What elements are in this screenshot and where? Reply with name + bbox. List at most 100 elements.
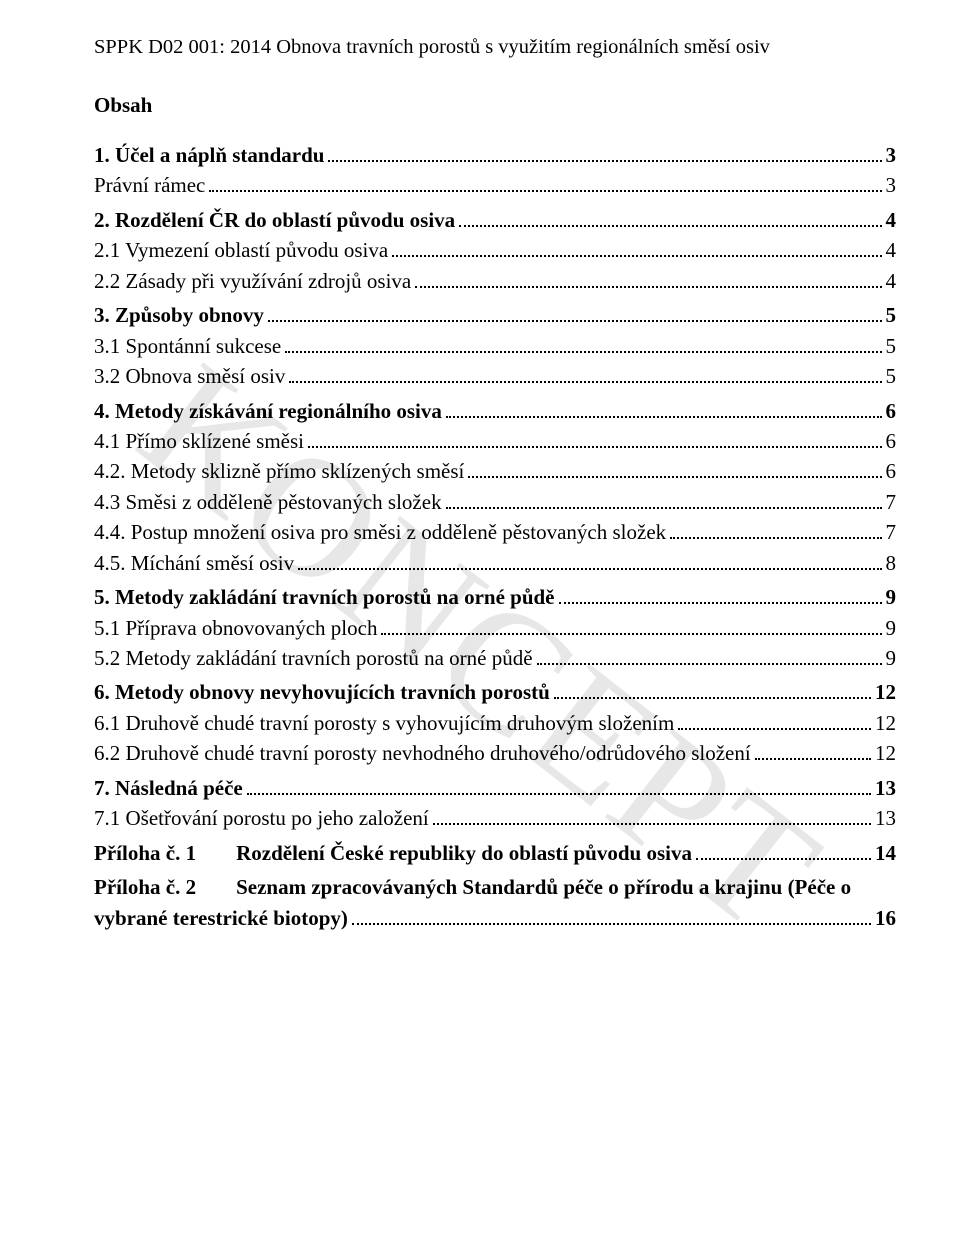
toc-entry: 1. Účel a náplň standardu 3	[94, 140, 896, 170]
leader-dots	[459, 209, 881, 227]
toc-entry: 7. Následná péče13	[94, 773, 896, 803]
toc-entry-label: 5.1 Příprava obnovovaných ploch	[94, 613, 377, 643]
toc-entry-label: 4.2. Metody sklizně přímo sklízených smě…	[94, 456, 464, 486]
toc-entry-label: 4.5. Míchání směsí osiv	[94, 548, 294, 578]
toc-entry: 4.2. Metody sklizně přímo sklízených smě…	[94, 456, 896, 486]
toc-entry-label: 7.1 Ošetřování porostu po jeho založení	[94, 803, 429, 833]
toc-entry: 6.1 Druhově chudé travní porosty s vyhov…	[94, 708, 896, 738]
appendix-1: Příloha č. 1 Rozdělení České republiky d…	[94, 838, 896, 868]
toc-entry-page: 13	[875, 773, 896, 803]
leader-dots	[268, 304, 882, 322]
toc-entry-page: 9	[886, 613, 897, 643]
toc-entry: 3. Způsoby obnovy 5	[94, 300, 896, 330]
toc-entry: 4.1 Přímo sklízené směsi 6	[94, 426, 896, 456]
toc-entry: 7.1 Ošetřování porostu po jeho založení 1…	[94, 803, 896, 833]
toc-entry: 4.3 Směsi z odděleně pěstovaných složek 7	[94, 487, 896, 517]
appendix-1-prefix: Příloha č. 1	[94, 838, 196, 868]
leader-dots	[352, 907, 871, 925]
leader-dots	[308, 430, 882, 448]
toc-entry: 6.2 Druhově chudé travní porosty nevhodn…	[94, 738, 896, 768]
toc-entry-page: 9	[886, 582, 897, 612]
toc-entry-page: 5	[886, 361, 897, 391]
leader-dots	[696, 842, 871, 860]
toc-entry-label: 2.1 Vymezení oblastí původu osiva	[94, 235, 388, 265]
toc-entry-label: 4. Metody získávání regionálního osiva	[94, 396, 442, 426]
toc-title: Obsah	[94, 93, 896, 118]
page-container: SPPK D02 001: 2014 Obnova travních poros…	[0, 0, 960, 1246]
leader-dots	[446, 400, 882, 418]
leader-dots	[209, 175, 881, 193]
toc-entry-page: 3	[886, 140, 897, 170]
toc-entry-label: 5.2 Metody zakládání travních porostů na…	[94, 643, 533, 673]
toc-entry-page: 13	[875, 803, 896, 833]
running-header: SPPK D02 001: 2014 Obnova travních poros…	[94, 36, 896, 59]
toc-entry-label: 2. Rozdělení ČR do oblastí původu osiva	[94, 205, 455, 235]
toc-entry: 2.1 Vymezení oblastí původu osiva 4	[94, 235, 896, 265]
leader-dots	[392, 240, 881, 258]
appendix-2: Příloha č. 2 Seznam zpracovávaných Standa…	[94, 872, 896, 933]
toc-entry: 2.2 Zásady při využívání zdrojů osiva 4	[94, 266, 896, 296]
leader-dots	[433, 807, 871, 825]
toc-entry-page: 4	[886, 205, 897, 235]
toc-entry-label: 4.3 Směsi z odděleně pěstovaných složek	[94, 487, 442, 517]
leader-dots	[289, 365, 881, 383]
leader-dots	[247, 777, 871, 795]
toc-entry: 4.5. Míchání směsí osiv 8	[94, 548, 896, 578]
appendix-2-line1: Seznam zpracovávaných Standardů péče o p…	[236, 875, 851, 899]
toc-entry-page: 7	[886, 487, 897, 517]
toc-entry: 5.2 Metody zakládání travních porostů na…	[94, 643, 896, 673]
leader-dots	[285, 335, 881, 353]
toc-entry: Právní rámec 3	[94, 170, 896, 200]
toc-entry-page: 4	[886, 235, 897, 265]
leader-dots	[678, 712, 871, 730]
toc-entry: 5. Metody zakládání travních porostů na …	[94, 582, 896, 612]
leader-dots	[328, 144, 881, 162]
toc-entry-page: 12	[875, 708, 896, 738]
toc-entry: 3.1 Spontánní sukcese 5	[94, 331, 896, 361]
toc-entry-label: 2.2 Zásady při využívání zdrojů osiva	[94, 266, 411, 296]
leader-dots	[446, 491, 882, 509]
toc-entry-page: 6	[886, 426, 897, 456]
toc-entry: 6. Metody obnovy nevyhovujících travních…	[94, 677, 896, 707]
toc-entry: 2. Rozdělení ČR do oblastí původu osiva 4	[94, 205, 896, 235]
toc-entry-label: 4.1 Přímo sklízené směsi	[94, 426, 304, 456]
leader-dots	[468, 461, 881, 479]
toc-entry-page: 3	[886, 170, 897, 200]
toc-entry-page: 7	[886, 517, 897, 547]
leader-dots	[559, 586, 882, 604]
toc-entry-label: 6.2 Druhově chudé travní porosty nevhodn…	[94, 738, 751, 768]
toc-entry-page: 12	[875, 738, 896, 768]
leader-dots	[755, 743, 871, 761]
toc-entry-page: 6	[886, 456, 897, 486]
toc-entry-page: 5	[886, 300, 897, 330]
appendix-1-page: 14	[875, 838, 896, 868]
toc-entry: 4.4. Postup množení osiva pro směsi z od…	[94, 517, 896, 547]
toc-entry-page: 12	[875, 677, 896, 707]
toc-entry-page: 9	[886, 643, 897, 673]
leader-dots	[381, 617, 881, 635]
toc-entry-page: 5	[886, 331, 897, 361]
leader-dots	[537, 647, 882, 665]
toc-entry: 4. Metody získávání regionálního osiva6	[94, 396, 896, 426]
toc-entry-label: 3.1 Spontánní sukcese	[94, 331, 281, 361]
toc-entry-label: 3. Způsoby obnovy	[94, 300, 264, 330]
appendix-1-title: Rozdělení České republiky do oblastí pův…	[196, 838, 692, 868]
leader-dots	[415, 270, 881, 288]
appendix-2-page: 16	[875, 903, 896, 933]
leader-dots	[554, 682, 871, 700]
toc-entry-page: 4	[886, 266, 897, 296]
toc-entry-label: 4.4. Postup množení osiva pro směsi z od…	[94, 517, 666, 547]
toc-entry-label: 5. Metody zakládání travních porostů na …	[94, 582, 555, 612]
toc-entry-label: 3.2 Obnova směsí osiv	[94, 361, 285, 391]
leader-dots	[670, 522, 881, 540]
toc-entry-label: Právní rámec	[94, 170, 205, 200]
appendix-2-prefix: Příloha č. 2	[94, 875, 196, 899]
toc-list: 1. Účel a náplň standardu 3 Právní rámec 3 2…	[94, 140, 896, 834]
toc-entry-page: 8	[886, 548, 897, 578]
appendix-2-line2: vybrané terestrické biotopy)	[94, 903, 348, 933]
leader-dots	[298, 552, 881, 570]
toc-entry-label: 1. Účel a náplň standardu	[94, 140, 324, 170]
toc-entry: 3.2 Obnova směsí osiv 5	[94, 361, 896, 391]
toc-entry: 5.1 Příprava obnovovaných ploch 9	[94, 613, 896, 643]
toc-entry-label: 6. Metody obnovy nevyhovujících travních…	[94, 677, 550, 707]
